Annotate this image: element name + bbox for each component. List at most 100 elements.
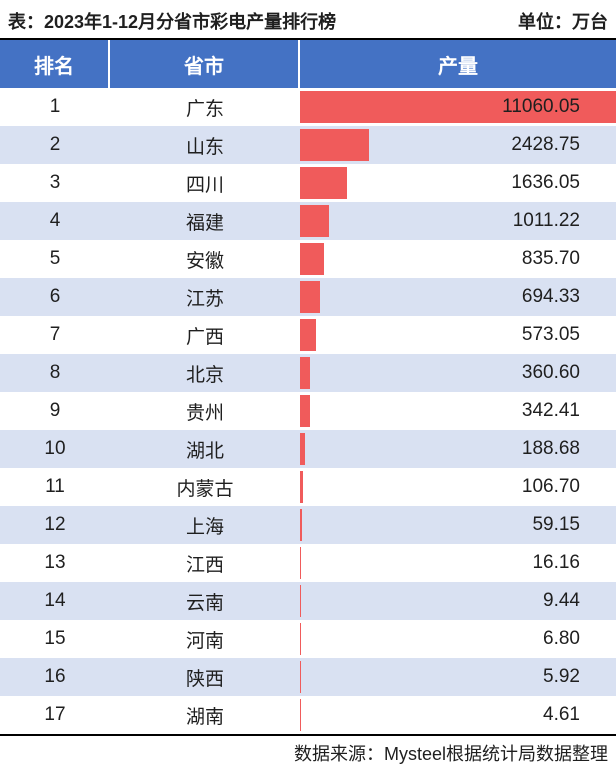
table-unit: 单位：万台 [518, 8, 608, 34]
cell-province: 上海 [110, 512, 300, 539]
table-row: 17湖南4.61 [0, 696, 616, 734]
cell-value: 694.33 [300, 278, 616, 316]
table-row: 8北京360.60 [0, 354, 616, 392]
col-header-rank: 排名 [0, 40, 110, 88]
table-row: 1广东11060.05 [0, 88, 616, 126]
cell-value: 59.15 [300, 506, 616, 544]
cell-value: 1011.22 [300, 202, 616, 240]
cell-province: 山东 [110, 132, 300, 159]
value-text: 835.70 [300, 248, 616, 270]
cell-value: 2428.75 [300, 126, 616, 164]
cell-province: 云南 [110, 588, 300, 615]
unit-text: 万台 [572, 12, 608, 32]
table-row: 11内蒙古106.70 [0, 468, 616, 506]
table-row: 13江西16.16 [0, 544, 616, 582]
cell-value: 6.80 [300, 620, 616, 658]
cell-province: 贵州 [110, 398, 300, 425]
cell-rank: 9 [0, 400, 110, 422]
value-text: 1011.22 [300, 210, 616, 232]
value-text: 5.92 [300, 666, 616, 688]
cell-value: 16.16 [300, 544, 616, 582]
unit-prefix: 单位： [518, 12, 572, 32]
table-row: 5安徽835.70 [0, 240, 616, 278]
cell-province: 四川 [110, 170, 300, 197]
table-row: 6江苏694.33 [0, 278, 616, 316]
cell-value: 835.70 [300, 240, 616, 278]
cell-rank: 11 [0, 476, 110, 498]
cell-province: 河南 [110, 626, 300, 653]
value-text: 4.61 [300, 704, 616, 726]
table-row: 15河南6.80 [0, 620, 616, 658]
source-text: Mysteel根据统计局数据整理 [384, 744, 608, 764]
cell-rank: 12 [0, 514, 110, 536]
table-caption-bar: 表：2023年1-12月分省市彩电产量排行榜 单位：万台 [0, 0, 616, 40]
value-text: 573.05 [300, 324, 616, 346]
table-row: 14云南9.44 [0, 582, 616, 620]
cell-rank: 6 [0, 286, 110, 308]
table-title: 表：2023年1-12月分省市彩电产量排行榜 [8, 8, 336, 34]
cell-value: 1636.05 [300, 164, 616, 202]
cell-province: 陕西 [110, 664, 300, 691]
value-text: 1636.05 [300, 172, 616, 194]
value-text: 9.44 [300, 590, 616, 612]
cell-province: 广西 [110, 322, 300, 349]
table-row: 7广西573.05 [0, 316, 616, 354]
table-row: 2山东2428.75 [0, 126, 616, 164]
value-text: 11060.05 [300, 96, 616, 118]
cell-rank: 10 [0, 438, 110, 460]
cell-province: 湖南 [110, 702, 300, 729]
title-text: 2023年1-12月分省市彩电产量排行榜 [44, 12, 336, 32]
value-text: 360.60 [300, 362, 616, 384]
value-text: 106.70 [300, 476, 616, 498]
cell-value: 573.05 [300, 316, 616, 354]
table-source-bar: 数据来源：Mysteel根据统计局数据整理 [0, 734, 616, 774]
cell-value: 342.41 [300, 392, 616, 430]
col-header-province: 省市 [110, 40, 300, 88]
cell-rank: 4 [0, 210, 110, 232]
source-prefix: 数据来源： [294, 744, 384, 764]
cell-rank: 5 [0, 248, 110, 270]
table-row: 4福建1011.22 [0, 202, 616, 240]
cell-province: 江西 [110, 550, 300, 577]
title-prefix: 表： [8, 12, 44, 32]
value-text: 6.80 [300, 628, 616, 650]
cell-province: 江苏 [110, 284, 300, 311]
cell-value: 188.68 [300, 430, 616, 468]
cell-province: 内蒙古 [110, 474, 300, 501]
cell-rank: 15 [0, 628, 110, 650]
cell-value: 11060.05 [300, 88, 616, 126]
cell-rank: 3 [0, 172, 110, 194]
cell-value: 9.44 [300, 582, 616, 620]
table-row: 16陕西5.92 [0, 658, 616, 696]
table-body: 1广东11060.052山东2428.753四川1636.054福建1011.2… [0, 88, 616, 734]
value-text: 2428.75 [300, 134, 616, 156]
cell-province: 广东 [110, 94, 300, 121]
cell-rank: 17 [0, 704, 110, 726]
table-row: 12上海59.15 [0, 506, 616, 544]
table-header-row: 排名 省市 产量 [0, 40, 616, 88]
ranking-table-container: 表：2023年1-12月分省市彩电产量排行榜 单位：万台 排名 省市 产量 1广… [0, 0, 616, 774]
value-text: 342.41 [300, 400, 616, 422]
cell-rank: 8 [0, 362, 110, 384]
value-text: 59.15 [300, 514, 616, 536]
cell-value: 106.70 [300, 468, 616, 506]
table-row: 9贵州342.41 [0, 392, 616, 430]
value-text: 16.16 [300, 552, 616, 574]
value-text: 694.33 [300, 286, 616, 308]
cell-rank: 2 [0, 134, 110, 156]
cell-value: 4.61 [300, 696, 616, 734]
cell-rank: 1 [0, 96, 110, 118]
table-row: 10湖北188.68 [0, 430, 616, 468]
table-row: 3四川1636.05 [0, 164, 616, 202]
value-text: 188.68 [300, 438, 616, 460]
cell-province: 福建 [110, 208, 300, 235]
cell-rank: 13 [0, 552, 110, 574]
col-header-value: 产量 [300, 40, 616, 88]
cell-province: 安徽 [110, 246, 300, 273]
cell-rank: 16 [0, 666, 110, 688]
cell-value: 5.92 [300, 658, 616, 696]
cell-rank: 14 [0, 590, 110, 612]
cell-rank: 7 [0, 324, 110, 346]
cell-province: 北京 [110, 360, 300, 387]
cell-value: 360.60 [300, 354, 616, 392]
